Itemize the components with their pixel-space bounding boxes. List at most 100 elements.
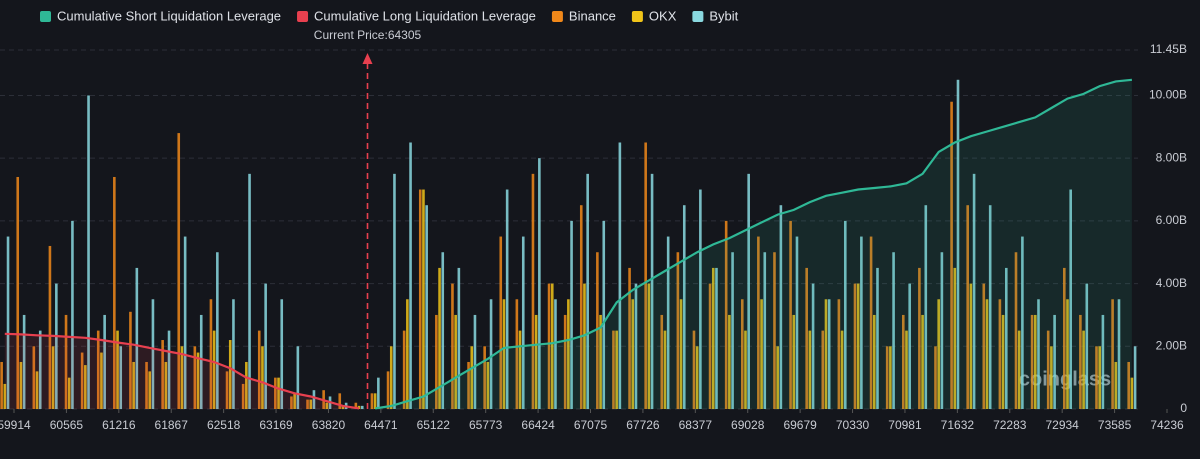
bar bbox=[225, 371, 229, 409]
bar bbox=[547, 283, 551, 409]
bar bbox=[473, 314, 477, 409]
bar bbox=[731, 252, 734, 409]
bar bbox=[164, 361, 168, 409]
bar bbox=[666, 236, 670, 409]
legend-label: Cumulative Long Liquidation Leverage bbox=[314, 8, 536, 23]
bar bbox=[486, 361, 490, 409]
bar bbox=[708, 283, 712, 409]
x-tick-label: 63169 bbox=[259, 418, 293, 432]
y-tick-label: 2.00B bbox=[1156, 338, 1187, 352]
bar bbox=[1037, 299, 1040, 409]
bar bbox=[908, 283, 911, 409]
x-tick-label: 60565 bbox=[50, 418, 84, 432]
bar bbox=[843, 220, 847, 409]
bar bbox=[644, 142, 647, 409]
y-tick-label: 0 bbox=[1180, 401, 1187, 415]
x-tick-label: 69028 bbox=[731, 418, 765, 432]
bar bbox=[682, 205, 686, 409]
x-tick-label: 65122 bbox=[417, 418, 451, 432]
bar bbox=[757, 236, 760, 409]
bar bbox=[87, 95, 90, 409]
bar bbox=[615, 330, 618, 409]
bar bbox=[515, 299, 519, 409]
bar bbox=[811, 283, 815, 409]
bar bbox=[84, 365, 87, 409]
bar bbox=[338, 393, 342, 409]
bar bbox=[167, 330, 171, 409]
bar bbox=[631, 299, 635, 409]
bar bbox=[628, 267, 631, 409]
bar bbox=[924, 205, 928, 409]
bar bbox=[1117, 299, 1121, 409]
x-tick-label: 74236 bbox=[1150, 418, 1184, 432]
bar bbox=[998, 299, 1002, 409]
bar bbox=[100, 352, 103, 409]
bar bbox=[306, 399, 309, 409]
bar bbox=[116, 330, 119, 409]
y-tick-label: 4.00B bbox=[1156, 276, 1187, 290]
x-tick-label: 59914 bbox=[0, 418, 31, 432]
bar bbox=[418, 189, 422, 409]
bar bbox=[16, 176, 20, 409]
bar bbox=[38, 330, 42, 409]
bar bbox=[435, 314, 438, 409]
legend-swatch bbox=[297, 11, 309, 22]
bar bbox=[724, 220, 728, 409]
bar bbox=[1014, 252, 1018, 409]
bar bbox=[808, 330, 812, 409]
bar bbox=[51, 346, 55, 409]
bar bbox=[660, 314, 664, 409]
bar bbox=[386, 371, 390, 409]
x-tick-label: 67726 bbox=[626, 418, 660, 432]
bar bbox=[776, 346, 779, 409]
bar bbox=[199, 314, 203, 409]
bar bbox=[19, 361, 23, 409]
bar bbox=[232, 299, 235, 409]
x-tick-label: 70981 bbox=[888, 418, 922, 432]
bar bbox=[360, 405, 364, 409]
bar bbox=[885, 346, 889, 409]
line bbox=[375, 78, 1133, 410]
legend-swatch bbox=[692, 11, 704, 22]
bar bbox=[309, 399, 313, 409]
bar bbox=[531, 173, 535, 409]
bar bbox=[837, 299, 841, 409]
bar bbox=[64, 314, 68, 409]
legend-label: Cumulative Short Liquidation Leverage bbox=[57, 8, 281, 23]
bar bbox=[612, 330, 615, 409]
bar bbox=[1133, 346, 1137, 409]
bar bbox=[1085, 283, 1089, 409]
x-tick-label: 65773 bbox=[469, 418, 503, 432]
bar bbox=[103, 314, 106, 409]
bar bbox=[196, 352, 200, 409]
bar bbox=[193, 346, 197, 409]
bar bbox=[937, 299, 940, 409]
bar bbox=[148, 371, 152, 409]
bar bbox=[135, 267, 139, 409]
bar bbox=[248, 173, 251, 409]
bar bbox=[1111, 299, 1114, 409]
x-tick-label: 69679 bbox=[783, 418, 817, 432]
arrow-head bbox=[362, 53, 373, 64]
bar bbox=[876, 267, 879, 409]
bar bbox=[872, 314, 876, 409]
bar bbox=[521, 236, 525, 409]
y-tick-label: 6.00B bbox=[1156, 213, 1187, 227]
bar bbox=[966, 205, 969, 409]
bar bbox=[1066, 299, 1069, 409]
bar bbox=[972, 173, 976, 409]
bar bbox=[406, 299, 409, 409]
bar bbox=[325, 402, 329, 409]
bar bbox=[209, 299, 213, 409]
bar bbox=[290, 396, 293, 409]
bar bbox=[264, 283, 267, 409]
bar bbox=[180, 346, 184, 409]
bar bbox=[853, 283, 857, 409]
x-tick-label: 72283 bbox=[993, 418, 1027, 432]
bar bbox=[699, 189, 702, 409]
bar bbox=[889, 346, 892, 409]
bar bbox=[55, 283, 58, 409]
bar bbox=[499, 236, 503, 409]
bar bbox=[773, 252, 776, 409]
